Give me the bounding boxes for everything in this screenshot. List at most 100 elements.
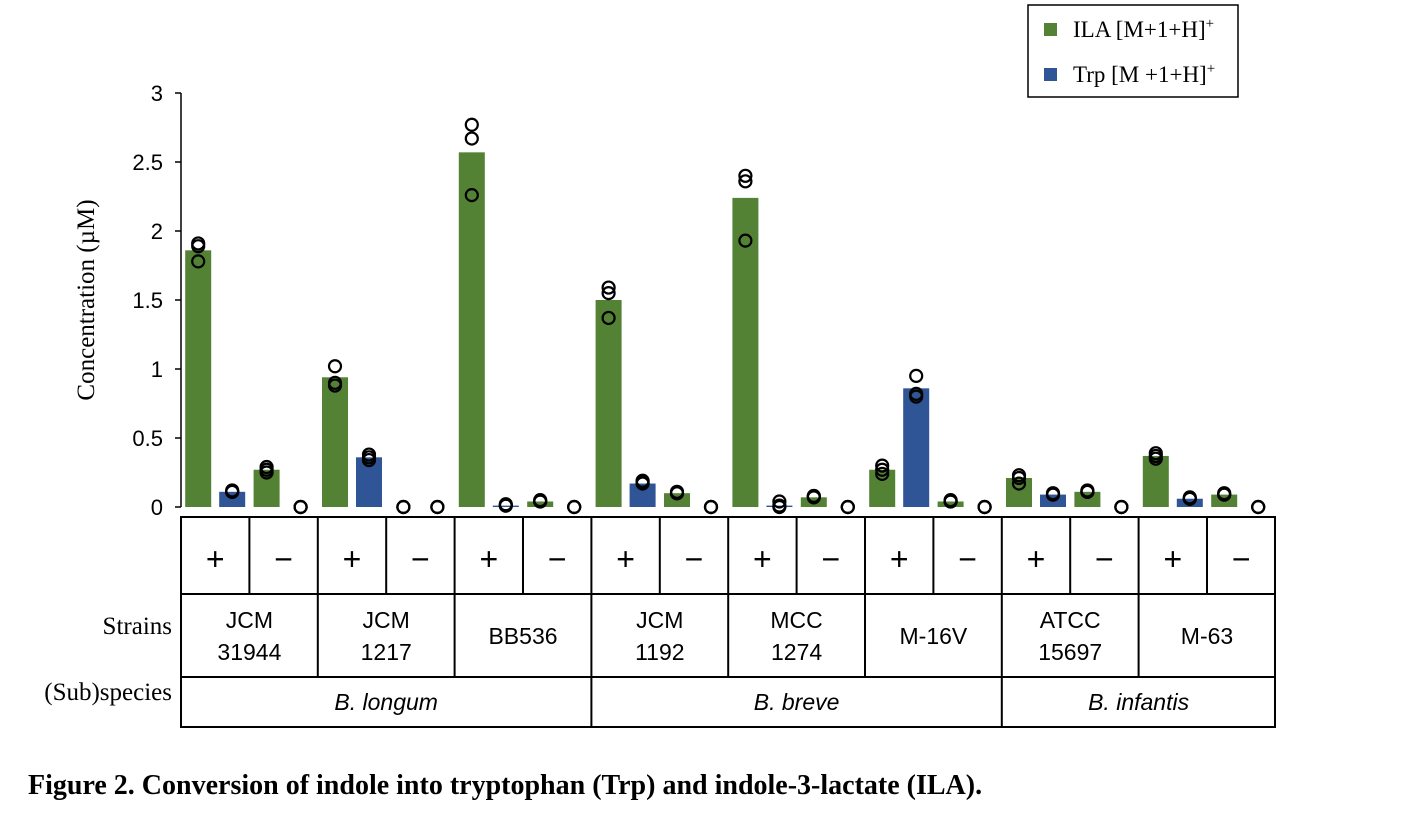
legend-label: Trp [M +1+H]+ [1073, 61, 1215, 87]
sign-plus: + [753, 541, 772, 577]
point-ila [533, 494, 548, 509]
point-trp [1114, 499, 1129, 515]
bar-ila [595, 300, 622, 507]
sign-minus: − [274, 541, 293, 577]
point-trp [1182, 491, 1197, 506]
bar-trp [903, 388, 930, 507]
y-tick-label: 2.5 [132, 150, 163, 175]
sign-plus: + [1027, 541, 1046, 577]
sign-plus: + [616, 541, 635, 577]
point-trp [772, 494, 787, 509]
strain-label: M-63 [1181, 623, 1233, 649]
legend-box [1027, 4, 1239, 98]
species-label: B. breve [754, 689, 840, 715]
point-ila [1217, 487, 1232, 502]
bar-trp [492, 505, 519, 507]
point-ila [464, 117, 479, 132]
strain-label-line1: JCM [226, 607, 273, 633]
point-ila [327, 378, 343, 393]
point-ila [396, 499, 411, 515]
point-ila [943, 494, 958, 509]
y-tick-label: 1 [151, 357, 163, 382]
bar-ila [322, 377, 348, 507]
sign-minus: − [821, 541, 840, 577]
species-label: B. longum [334, 689, 438, 715]
sign-plus: + [890, 541, 909, 577]
strain-label-line1: MCC [770, 607, 822, 633]
row-label-strains: Strains [103, 613, 172, 640]
point-ila [464, 188, 479, 203]
species-label: B. infantis [1088, 689, 1189, 715]
point-trp [909, 389, 924, 404]
strain-label-line2: 31944 [217, 639, 281, 665]
point-trp [361, 452, 377, 468]
point-ila [191, 239, 206, 254]
strain-label: M-16V [900, 623, 968, 649]
y-tick-label: 0 [151, 495, 163, 520]
point-ila [1011, 470, 1027, 486]
bar-ila [1074, 491, 1101, 507]
y-tick-label: 3 [151, 81, 163, 106]
point-trp [225, 484, 240, 499]
point-ila [259, 465, 274, 480]
strain-label-line2: 15697 [1038, 639, 1102, 665]
legend-label-text: Trp [M +1+H] [1073, 62, 1207, 87]
sign-plus: + [343, 541, 362, 577]
point-trp [772, 499, 787, 515]
point-trp [567, 499, 582, 515]
strain-label-line1: JCM [636, 607, 683, 633]
point-ila [738, 174, 753, 189]
bar-trp [219, 491, 246, 507]
y-axis-title: Concentration (µM) [73, 199, 100, 400]
legend-swatch [1044, 68, 1057, 81]
point-trp [977, 499, 992, 515]
point-ila [738, 168, 753, 183]
point-trp [1045, 487, 1061, 502]
point-ila [875, 458, 890, 473]
point-trp [909, 368, 924, 383]
point-trp [840, 499, 855, 515]
point-ila [464, 131, 479, 146]
point-trp [1251, 499, 1266, 515]
strain-label-line1: JCM [363, 607, 410, 633]
point-trp [430, 499, 445, 515]
strain-label-line1: ATCC [1040, 607, 1101, 633]
strain-label-line2: 1217 [361, 639, 412, 665]
point-trp [635, 476, 650, 491]
y-tick-label: 0.5 [132, 426, 163, 451]
bar-ila [185, 250, 212, 507]
point-ila [191, 254, 206, 269]
point-ila [875, 462, 890, 477]
point-ila [601, 286, 616, 301]
point-ila [875, 466, 890, 481]
bar-ila [937, 501, 964, 507]
y-tick-label: 2 [151, 219, 163, 244]
legend-label-sup: + [1206, 16, 1214, 32]
legend-label-sup: + [1207, 61, 1215, 77]
point-ila [738, 233, 753, 248]
sign-plus: + [206, 541, 225, 577]
strain-label: BB536 [488, 623, 557, 649]
sign-plus: + [1163, 541, 1182, 577]
point-trp [703, 499, 719, 515]
legend-label-text: ILA [M+1+H] [1073, 17, 1206, 42]
bar-trp [356, 457, 382, 507]
sign-plus: + [479, 541, 498, 577]
legend-swatch [1044, 23, 1057, 36]
point-ila [601, 280, 616, 295]
point-ila [1011, 476, 1027, 491]
sign-minus: − [958, 541, 977, 577]
figure-caption: Figure 2. Conversion of indole into tryp… [28, 770, 983, 801]
point-ila [1080, 484, 1095, 499]
point-ila [1148, 451, 1163, 466]
point-ila [806, 490, 821, 505]
strain-label-line2: 1192 [635, 639, 684, 665]
bar-trp [766, 505, 793, 507]
point-ila [669, 486, 685, 501]
sign-minus: − [1095, 541, 1114, 577]
point-ila [327, 359, 343, 374]
bar-ila [1142, 455, 1169, 507]
sign-minus: − [548, 541, 567, 577]
bar-chart: 0 0.5 1 1.5 2 2.5 3 Concentration (µM) + − + − + − + − +… [44, 4, 1276, 728]
point-trp [498, 498, 513, 513]
